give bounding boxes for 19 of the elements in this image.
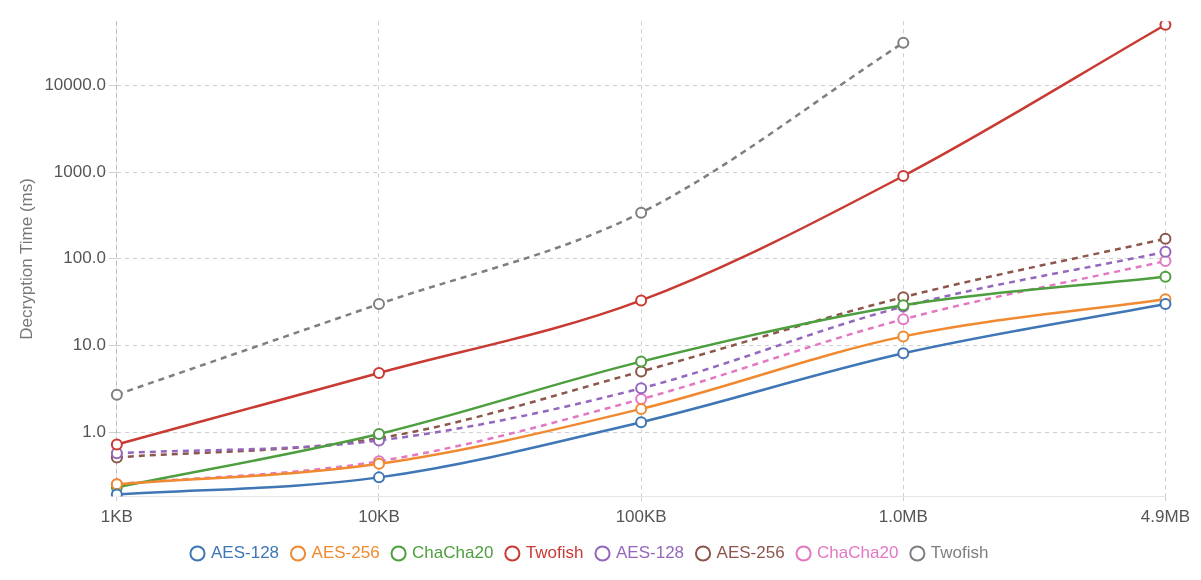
x-tick-label: 4.9MB (1140, 507, 1190, 527)
legend-label: AES-128 (211, 543, 280, 563)
legend-label: ChaCha20 (817, 543, 899, 563)
y-tick-label: 1.0 (82, 421, 106, 441)
x-tick-label: 1.0MB (878, 507, 928, 527)
y-tick-label: 10.0 (72, 335, 106, 355)
y-tick-label: 100.0 (63, 248, 106, 268)
legend-label: AES-128 (616, 543, 685, 563)
legend-label: AES-256 (311, 543, 380, 563)
legend-label: Twofish (930, 543, 989, 563)
y-tick-label: 1000.0 (53, 161, 106, 181)
y-tick-label: 10000.0 (44, 75, 106, 95)
x-tick-label: 100KB (615, 507, 667, 527)
legend-label: Twofish (525, 543, 584, 563)
x-tick-label: 1KB (100, 507, 133, 527)
legend-label: AES-256 (716, 543, 785, 563)
x-tick-label: 10KB (358, 507, 400, 527)
y-axis-title: Decryption Time (ms) (16, 178, 36, 340)
legend-label: ChaCha20 (412, 543, 494, 563)
